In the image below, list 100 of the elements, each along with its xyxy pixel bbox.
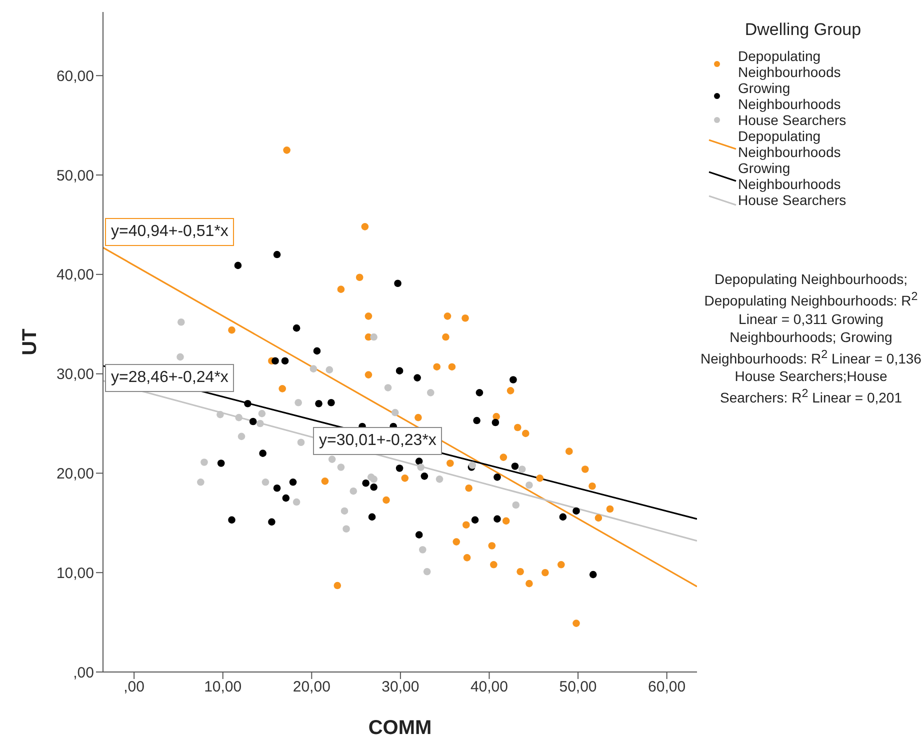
x-tick-label: 30,00 [382,678,420,696]
point [361,223,369,230]
point [256,420,264,428]
point [522,430,530,438]
point [415,531,423,538]
point [217,460,225,467]
x-tick-label: 20,00 [292,678,330,696]
point [370,476,378,483]
point [448,363,456,370]
point [401,474,409,482]
y-tick-label: 30,00 [56,366,94,384]
point [337,286,345,293]
point [488,542,496,550]
point [414,414,422,422]
point [364,371,372,378]
point [259,450,266,457]
point [415,458,423,465]
point [370,483,378,491]
point [452,538,460,546]
point [414,374,421,382]
point [433,363,441,370]
point [315,400,322,408]
point [572,507,580,515]
point [176,353,184,361]
point [511,462,519,470]
point [462,314,469,322]
point [506,387,514,394]
point [216,410,224,418]
point [492,418,500,426]
point [391,408,399,416]
point [417,464,425,471]
point [382,496,390,504]
point [536,474,544,482]
legend-label: Depopulating Neighbourhoods [738,48,842,80]
point [565,448,573,455]
annotation: y=28,46+-0,24*x [105,364,234,392]
point [258,410,266,418]
point [594,514,602,522]
point [326,366,334,374]
point [273,484,281,492]
legend-label: House Searchers [738,112,848,128]
point [589,570,597,578]
y-axis-title: UT [19,328,41,356]
point [581,466,589,473]
annotation: y=40,94+-0,51*x [105,218,234,246]
point [420,472,428,480]
point [292,498,300,506]
point [278,385,286,392]
x-tick-label: 60,00 [648,678,686,696]
point [282,494,290,502]
point [396,464,404,472]
point [328,456,336,463]
point [334,582,342,590]
point [476,389,484,396]
point [396,367,404,374]
y-tick-label: 20,00 [56,466,94,483]
point [235,414,243,422]
legend-label: Growing Neighbourhoods [738,80,842,112]
y-tick-label: 60,00 [56,68,94,85]
legend-label: Depopulating Neighbourhoods [738,128,842,160]
point [471,516,479,524]
point [234,262,242,270]
text: Depopulating Neighbourhoods; Depopulating Neighbourhoods: R$^{2}$ Linear = 0,311 Growing Neighbourhoods; Growing Neighbourhoods: R$^{2}$ Linear = 0,136 House Searchers;House Searchers: R$^{2}$ Linear = 0,201 [700,271,922,406]
point [362,479,370,487]
point [283,146,290,154]
point [340,507,348,515]
point [588,482,596,490]
point [572,620,580,627]
y-tick-label: ,00 [73,664,94,682]
point [292,324,300,332]
point [442,333,450,341]
x-tick-label: 40,00 [470,678,508,696]
legend-label: House Searchers [738,192,848,208]
point [526,481,533,489]
point [177,318,185,326]
point [262,478,270,486]
point [463,554,471,562]
point [465,484,472,492]
point [313,347,321,355]
point [273,250,281,258]
point [490,561,498,568]
point [394,280,402,288]
point [310,365,318,372]
point [297,438,305,446]
point [559,513,567,521]
point [516,568,524,576]
x-tick-label: ,00 [124,678,145,696]
point [289,478,297,486]
point [444,312,452,320]
legend-title: Dwelling Group [744,20,862,40]
point [350,487,358,495]
point [294,398,302,406]
x-tick-label: 50,00 [559,678,597,696]
x-tick-label: 10,00 [204,678,242,696]
point [238,432,246,440]
point [228,516,236,524]
x-axis-title: COMM [368,717,432,738]
point [249,418,257,426]
point [197,478,204,486]
point [473,416,480,424]
